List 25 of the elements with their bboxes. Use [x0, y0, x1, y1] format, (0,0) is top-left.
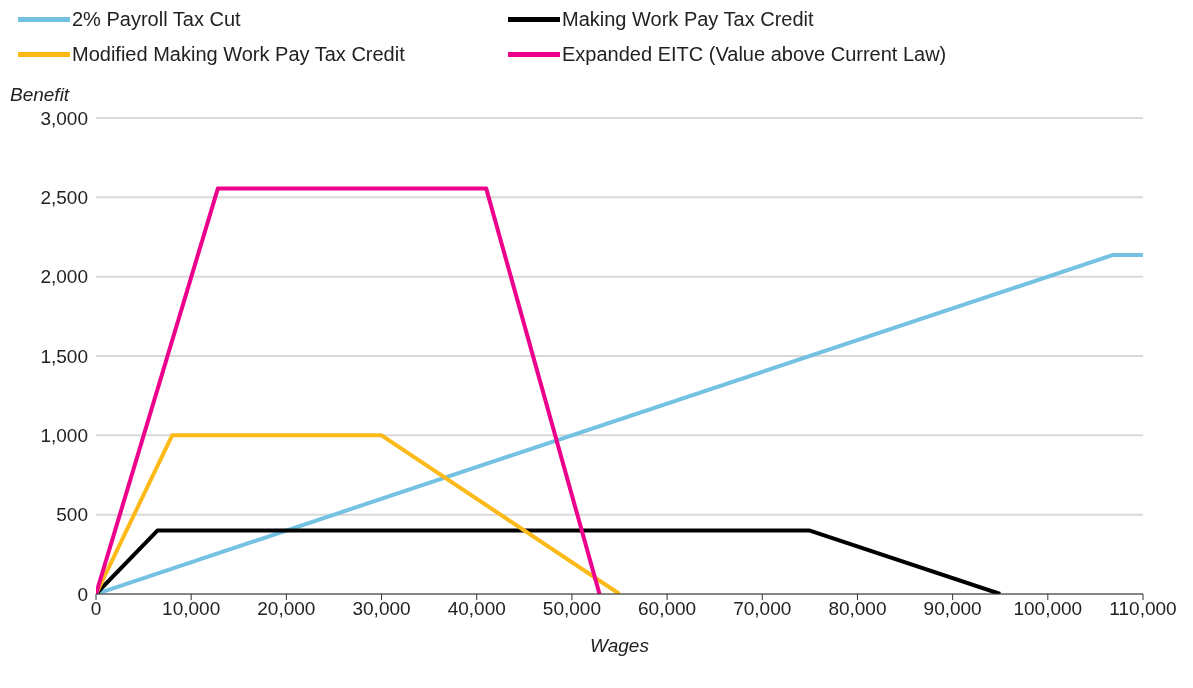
- x-tick-label: 30,000: [352, 598, 411, 620]
- y-tick-label: 1,500: [40, 345, 88, 367]
- legend-label: Modified Making Work Pay Tax Credit: [72, 43, 405, 66]
- x-tick-label: 50,000: [542, 598, 601, 620]
- x-tick-label: 40,000: [447, 598, 506, 620]
- x-tick-label: 60,000: [638, 598, 697, 620]
- y-tick-label: 2,000: [40, 266, 88, 288]
- y-tick-label: 1,000: [40, 425, 88, 447]
- y-axis-title: Benefit: [10, 84, 71, 106]
- x-tick-label: 80,000: [828, 598, 887, 620]
- x-tick-label: 0: [90, 598, 102, 620]
- x-tick-label: 90,000: [923, 598, 982, 620]
- legend-label: Expanded EITC (Value above Current Law): [562, 43, 947, 66]
- x-tick-label: 70,000: [733, 598, 792, 620]
- y-tick-label: 500: [56, 504, 88, 526]
- x-tick-label: 20,000: [257, 598, 316, 620]
- y-tick-label: 0: [77, 583, 88, 605]
- x-axis-title: Wages: [590, 635, 650, 656]
- y-tick-label: 3,000: [40, 107, 88, 129]
- legend-label: Making Work Pay Tax Credit: [562, 8, 814, 31]
- y-tick-label: 2,500: [40, 187, 88, 209]
- x-tick-label: 110,000: [1109, 598, 1177, 620]
- x-tick-label: 10,000: [162, 598, 221, 620]
- legend-label: 2% Payroll Tax Cut: [72, 8, 241, 31]
- x-tick-label: 100,000: [1013, 598, 1083, 620]
